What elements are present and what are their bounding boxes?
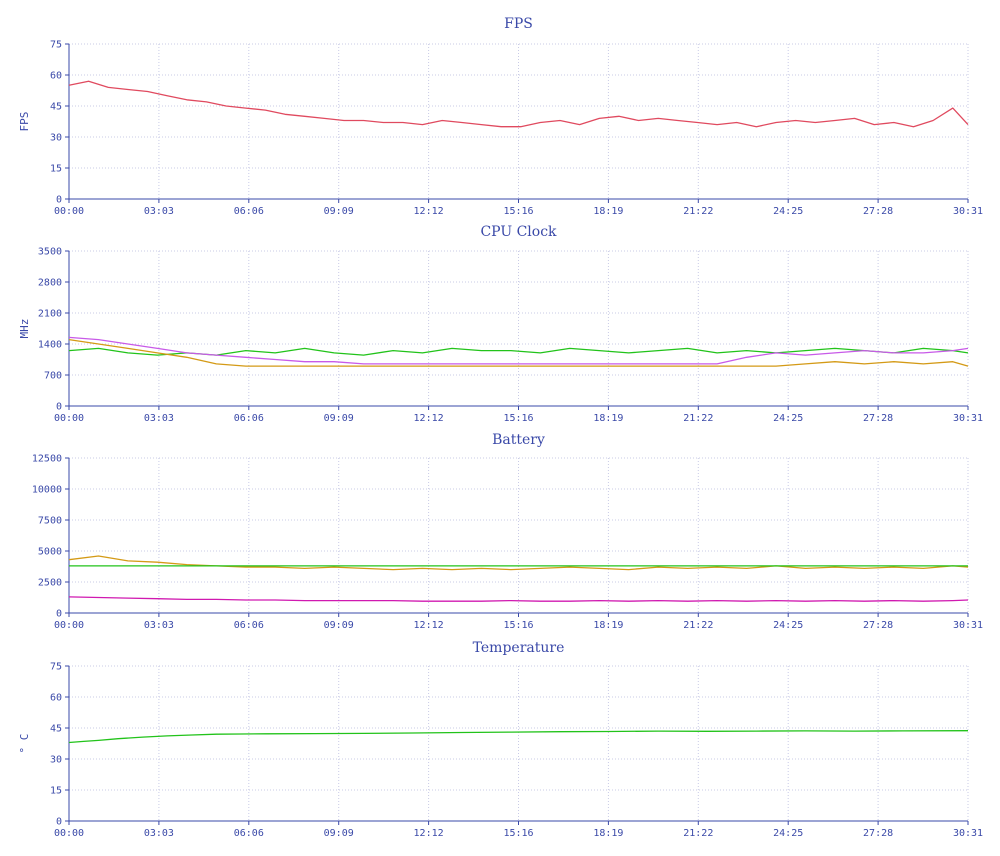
x-tick-label: 12:12 (414, 206, 444, 217)
series-line-1 (68, 80, 969, 128)
x-tick-label: 03:03 (144, 828, 174, 839)
y-tick-label: 0 (56, 817, 62, 828)
x-tick-label: 15:16 (503, 206, 533, 217)
y-tick-label: 0 (56, 195, 62, 206)
x-tick-label: 18:19 (593, 206, 623, 217)
x-tick-label: 18:19 (593, 413, 623, 424)
chart-title: Temperature (473, 640, 565, 656)
y-tick-label: 45 (50, 102, 62, 113)
y-tick-label: 2800 (38, 278, 62, 289)
x-tick-label: 21:22 (683, 620, 713, 631)
y-tick-label: 3500 (38, 247, 62, 258)
y-tick-label: 1400 (38, 340, 62, 351)
x-tick-label: 12:12 (414, 620, 444, 631)
x-tick-label: 30:31 (953, 620, 983, 631)
x-tick-label: 24:25 (773, 206, 803, 217)
y-tick-label: 0 (56, 402, 62, 413)
x-tick-label: 03:03 (144, 206, 174, 217)
series-line-1 (68, 347, 969, 356)
series-line-3 (68, 338, 969, 367)
chart-title: FPS (504, 16, 533, 32)
x-tick-label: 21:22 (683, 206, 713, 217)
y-tick-label: 7500 (38, 516, 62, 527)
chart-3: Battery 00:00 03:03 06:06 09:09 12:12 15:16 18:… (32, 432, 983, 631)
y-tick-label: 12500 (32, 454, 62, 465)
y-tick-label: 30 (50, 755, 62, 766)
x-tick-label: 30:31 (953, 828, 983, 839)
x-tick-label: 00:00 (54, 413, 84, 424)
x-tick-label: 27:28 (863, 206, 893, 217)
y-tick-label: 5000 (38, 547, 62, 558)
x-tick-label: 24:25 (773, 620, 803, 631)
x-tick-label: 09:09 (324, 828, 354, 839)
x-tick-label: 30:31 (953, 206, 983, 217)
chart-title: CPU Clock (480, 224, 557, 240)
x-tick-label: 06:06 (234, 413, 264, 424)
x-tick-label: 27:28 (863, 413, 893, 424)
x-tick-label: 09:09 (324, 206, 354, 217)
y-tick-label: 75 (50, 662, 62, 673)
x-tick-label: 12:12 (414, 413, 444, 424)
x-tick-label: 24:25 (773, 828, 803, 839)
series-line-2 (68, 336, 969, 365)
y-tick-label: 15 (50, 164, 62, 175)
y-tick-label: 2500 (38, 578, 62, 589)
y-axis-label: MHz (18, 319, 31, 339)
y-tick-label: 15 (50, 786, 62, 797)
y-tick-label: 45 (50, 724, 62, 735)
series-line-1 (68, 730, 969, 744)
x-tick-label: 00:00 (54, 620, 84, 631)
y-tick-label: 30 (50, 133, 62, 144)
chart-1: FPS 00:00 03:03 06:06 09:09 12:12 15:16 18:19 21… (18, 16, 983, 217)
y-axis-label: ° C (18, 734, 31, 754)
x-tick-label: 18:19 (593, 620, 623, 631)
x-tick-label: 06:06 (234, 828, 264, 839)
x-tick-label: 09:09 (324, 413, 354, 424)
x-tick-label: 15:16 (503, 828, 533, 839)
x-tick-label: 03:03 (144, 413, 174, 424)
x-tick-label: 00:00 (54, 206, 84, 217)
y-tick-label: 60 (50, 71, 62, 82)
y-tick-label: 2100 (38, 309, 62, 320)
x-tick-label: 12:12 (414, 828, 444, 839)
series-line-1 (68, 555, 969, 571)
x-tick-label: 06:06 (234, 620, 264, 631)
series-line-3 (68, 596, 969, 602)
x-tick-label: 15:16 (503, 620, 533, 631)
chart-2: CPU Clock 00:00 03:03 06:06 09:09 12:12 15:16 1… (18, 224, 983, 424)
x-tick-label: 15:16 (503, 413, 533, 424)
x-tick-label: 06:06 (234, 206, 264, 217)
y-tick-label: 60 (50, 693, 62, 704)
y-axis-label: FPS (18, 112, 31, 132)
y-tick-label: 75 (50, 40, 62, 51)
y-tick-label: 10000 (32, 485, 62, 496)
x-tick-label: 00:00 (54, 828, 84, 839)
y-tick-label: 0 (56, 609, 62, 620)
x-tick-label: 24:25 (773, 413, 803, 424)
x-tick-label: 21:22 (683, 828, 713, 839)
x-tick-label: 03:03 (144, 620, 174, 631)
x-tick-label: 18:19 (593, 828, 623, 839)
x-tick-label: 30:31 (953, 413, 983, 424)
x-tick-label: 27:28 (863, 828, 893, 839)
x-tick-label: 27:28 (863, 620, 893, 631)
y-tick-label: 700 (44, 371, 62, 382)
chart-4: Temperature 00:00 03:03 06:06 09:09 12:12 15:1… (18, 640, 983, 839)
chart-title: Battery (492, 432, 545, 448)
x-tick-label: 09:09 (324, 620, 354, 631)
x-tick-label: 21:22 (683, 413, 713, 424)
